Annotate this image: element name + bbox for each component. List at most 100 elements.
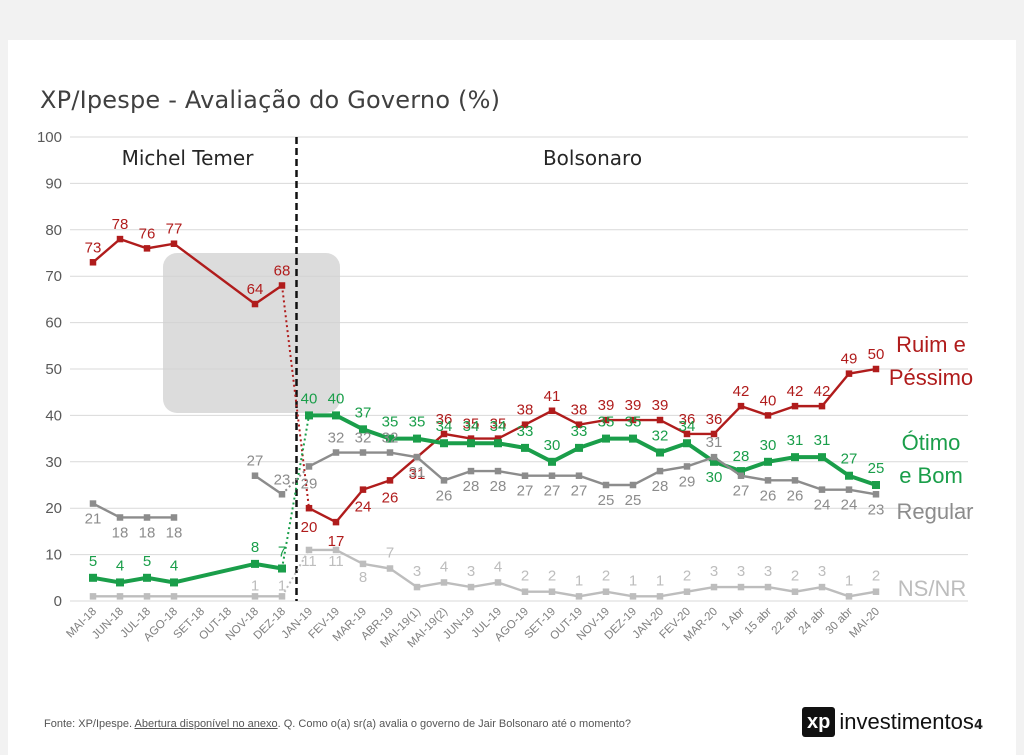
data-point	[818, 486, 826, 493]
data-point	[170, 578, 178, 587]
data-label: 36	[706, 411, 723, 428]
data-point	[818, 583, 826, 591]
data-point	[332, 518, 340, 526]
data-label: 7	[278, 544, 286, 561]
x-tick-label: 22 abr	[770, 606, 802, 638]
data-label: 3	[710, 563, 718, 580]
series-ruim-e-p-ssimo: 73 78 76 77 64 68 20 17 24 26 31 36 35 35 38 41 38 39 39 39…	[85, 216, 974, 550]
data-label: 3	[818, 563, 826, 580]
data-point	[656, 416, 664, 424]
data-point	[467, 583, 475, 591]
data-point	[305, 411, 313, 420]
y-tick-label: 60	[45, 315, 62, 332]
y-tick-label: 90	[45, 175, 62, 192]
line-chart: 0 10 20 30 40 50 60 70 80 90 100 MAI-18JUN-18JUL-18…	[37, 129, 974, 651]
series-line	[308, 451, 877, 496]
data-point	[548, 457, 556, 466]
data-point	[737, 402, 745, 410]
data-point	[872, 588, 880, 595]
data-point	[656, 448, 664, 457]
data-point	[629, 434, 637, 443]
data-label: 29	[301, 475, 318, 492]
data-point	[251, 559, 259, 568]
data-label: 35	[490, 416, 507, 433]
data-label: 2	[872, 568, 880, 585]
data-point	[791, 402, 799, 410]
data-label: 27	[517, 483, 534, 500]
data-label: 4	[440, 558, 448, 575]
data-label: 39	[652, 397, 669, 414]
data-point	[764, 457, 772, 466]
data-label: 31	[409, 464, 426, 481]
data-label: 78	[112, 216, 129, 233]
chart-title: XP/Ipespe - Avaliação do Governo (%)	[40, 86, 501, 114]
data-point	[251, 472, 259, 479]
data-point	[818, 402, 826, 410]
x-tick-label: MAI-20	[847, 606, 882, 641]
data-point	[440, 430, 448, 438]
data-point	[413, 583, 421, 591]
data-point	[656, 593, 664, 600]
data-point	[710, 453, 718, 461]
data-point	[602, 481, 610, 489]
watermark-box	[163, 253, 340, 413]
data-point	[683, 439, 691, 448]
xp-logo-text: investimentos	[839, 709, 974, 734]
data-label: 41	[544, 388, 561, 405]
series-line	[254, 474, 283, 496]
y-tick-label: 30	[45, 454, 62, 471]
data-point	[467, 439, 475, 448]
data-label: 29	[679, 473, 696, 490]
data-label: 1	[251, 577, 259, 594]
data-point	[278, 491, 286, 498]
data-point	[170, 593, 178, 600]
data-point	[467, 435, 475, 442]
data-point	[386, 434, 394, 443]
data-label: 2	[791, 568, 799, 585]
data-label: 28	[463, 478, 480, 495]
data-point	[575, 472, 583, 479]
legend-label: Regular	[896, 499, 973, 524]
x-axis: MAI-18JUN-18JUL-18AGO-18SET-18OUT-18NOV-…	[64, 606, 882, 651]
data-label: 5	[89, 553, 97, 570]
data-point	[278, 593, 286, 600]
data-point	[386, 477, 394, 484]
data-label: 35	[625, 414, 642, 431]
data-label: 30	[706, 469, 723, 486]
data-label: 64	[247, 281, 264, 298]
data-label: 42	[733, 383, 750, 400]
footer-annex-link[interactable]: Abertura disponível no anexo	[134, 718, 278, 730]
data-label: 31	[409, 466, 426, 483]
data-label: 34	[490, 418, 507, 435]
data-label: 35	[463, 416, 480, 433]
data-point	[764, 412, 772, 419]
data-point	[359, 449, 367, 456]
data-label: 31	[706, 434, 723, 451]
data-label: 3	[737, 563, 745, 580]
data-label: 34	[436, 418, 453, 435]
data-label: 39	[598, 397, 615, 414]
data-point	[278, 564, 286, 573]
data-point	[764, 477, 772, 484]
data-point	[602, 416, 610, 424]
data-label: 24	[841, 497, 858, 514]
y-tick-label: 70	[45, 268, 62, 285]
legend-label: Ótimo	[902, 430, 961, 455]
data-label: 21	[85, 511, 102, 528]
series-regular: 21 18 18 18 27 23 29 32 32 32 31 26 28 28 27 27 27 25 25 28…	[85, 430, 974, 542]
data-label: 17	[328, 533, 345, 550]
data-label: 32	[328, 430, 345, 447]
series-line	[308, 367, 877, 524]
data-label: 28	[652, 478, 669, 495]
data-point	[548, 588, 556, 595]
data-point	[332, 449, 340, 456]
data-label: 4	[494, 558, 502, 575]
data-point	[116, 514, 124, 521]
data-point	[791, 453, 799, 462]
data-label: 11	[301, 553, 317, 570]
data-point	[440, 579, 448, 586]
data-label: 18	[139, 524, 156, 541]
watermark-logo	[163, 253, 340, 413]
data-label: 1	[845, 572, 853, 589]
data-label: 24	[355, 499, 372, 516]
